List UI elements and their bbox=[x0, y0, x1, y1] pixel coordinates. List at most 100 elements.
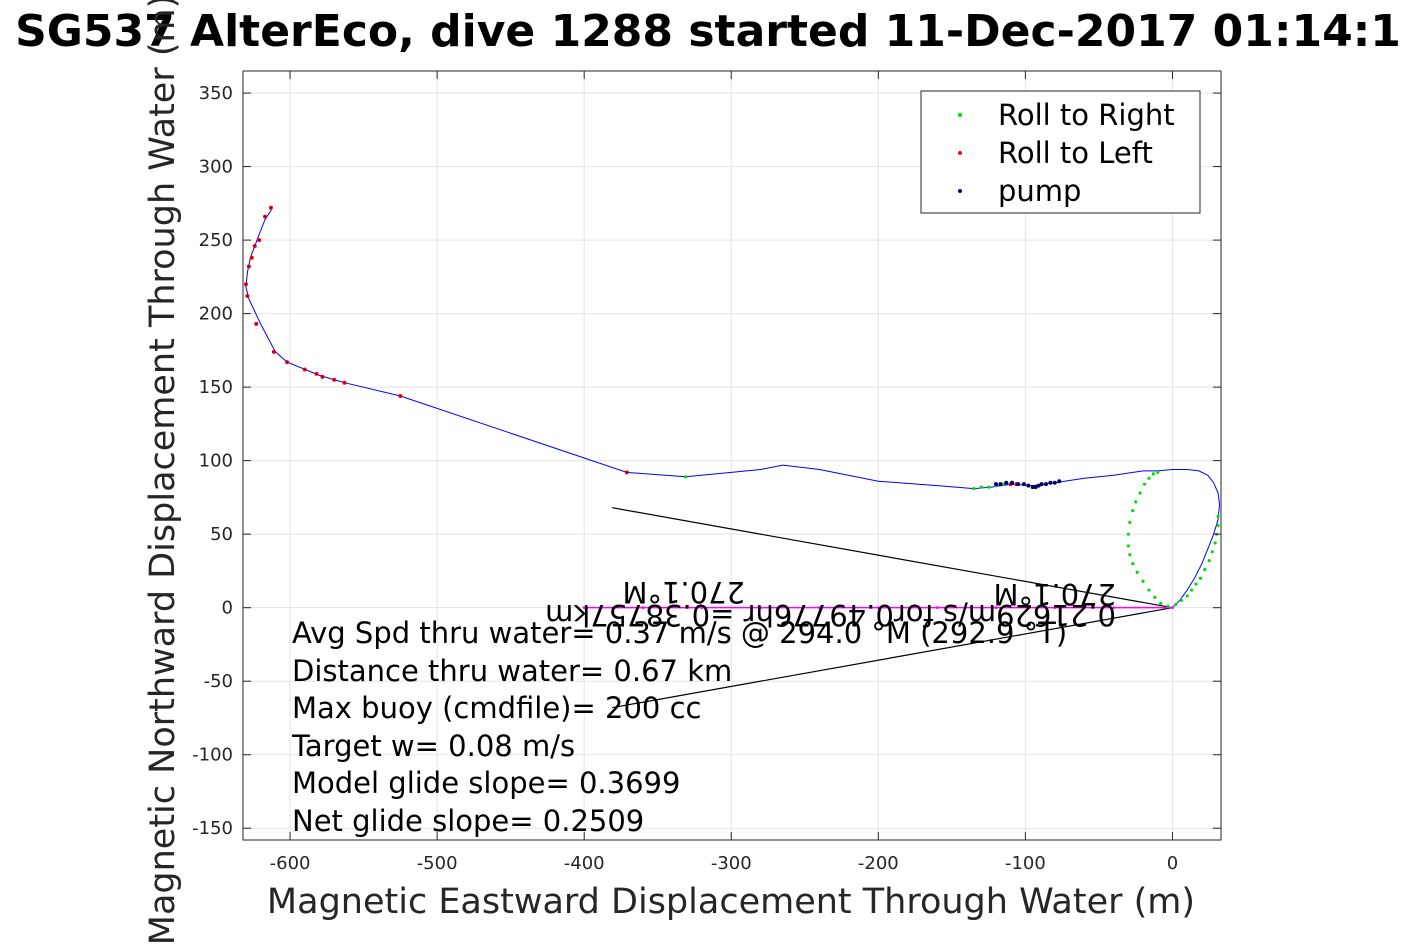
roll-right-point bbox=[1185, 594, 1189, 598]
track-line bbox=[245, 206, 1221, 609]
annotations: Avg Spd thru water= 0.37 m/s @ 294.0 °M … bbox=[291, 616, 1067, 838]
roll-left-point-core bbox=[255, 323, 258, 325]
roll-right-point bbox=[1189, 588, 1194, 592]
x-tick-label: 0 bbox=[1167, 853, 1178, 874]
roll-left-point-core bbox=[321, 375, 324, 378]
roll-right-point bbox=[1001, 482, 1005, 486]
roll-left-point-core bbox=[246, 295, 249, 297]
vector-line bbox=[612, 507, 1173, 609]
legend-marker-roll-left bbox=[958, 151, 962, 155]
y-tick-label: 200 bbox=[199, 304, 233, 325]
roll-right-point bbox=[1151, 472, 1155, 476]
y-tick-label: 250 bbox=[199, 230, 233, 251]
annotation-avg-speed: Avg Spd thru water= 0.37 m/s @ 294.0 °M … bbox=[292, 616, 1067, 650]
y-tick-label: 0 bbox=[222, 598, 233, 619]
roll-left-point-core bbox=[625, 471, 628, 474]
surface-point bbox=[1171, 606, 1174, 610]
surface-point bbox=[876, 606, 880, 610]
roll-right-point bbox=[1147, 588, 1151, 592]
roll-right-point bbox=[684, 475, 688, 479]
roll-right-point bbox=[1128, 520, 1132, 525]
pump-point bbox=[993, 482, 998, 487]
y-tick-label: 100 bbox=[199, 451, 233, 472]
roll-right-point bbox=[1153, 595, 1157, 599]
roll-right-point bbox=[1142, 482, 1147, 486]
y-tick-label: 50 bbox=[210, 524, 233, 545]
pump-point bbox=[1010, 480, 1015, 485]
marker-layer bbox=[243, 205, 1220, 610]
roll-right-point bbox=[1203, 567, 1207, 572]
roll-right-point bbox=[1216, 514, 1220, 519]
roll-left-point-core bbox=[245, 283, 247, 286]
y-tick-label: 300 bbox=[199, 157, 233, 178]
surface-point bbox=[935, 606, 939, 610]
annotation-distance: Distance thru water= 0.67 km bbox=[292, 654, 732, 688]
roll-right-point bbox=[979, 485, 983, 489]
roll-right-point bbox=[1179, 598, 1183, 602]
surface-point bbox=[1112, 606, 1116, 610]
annotation-target-w: Target w= 0.08 m/s bbox=[291, 729, 575, 763]
track-layer bbox=[245, 206, 1221, 609]
roll-left-point-core bbox=[333, 378, 336, 381]
roll-right-point bbox=[1216, 523, 1220, 527]
x-axis-label: Magnetic Eastward Displacement Through W… bbox=[267, 882, 1195, 922]
pump-point bbox=[1048, 480, 1053, 485]
mirrored-labels: 270.1°M 0.21629m/s for0.49776hr =0.38757… bbox=[545, 575, 1116, 632]
legend-marker-pump bbox=[958, 189, 962, 193]
y-axis-label: Magnetic Northward Displacement Through … bbox=[143, 0, 183, 945]
y-tick-label: 150 bbox=[199, 377, 233, 398]
roll-right-point bbox=[1131, 509, 1135, 513]
roll-left-point-core bbox=[264, 215, 266, 218]
roll-right-point bbox=[1173, 603, 1178, 607]
roll-right-point bbox=[1126, 532, 1130, 536]
roll-right-point bbox=[1198, 576, 1203, 580]
roll-left-point-core bbox=[250, 256, 253, 259]
roll-left-point-core bbox=[315, 372, 318, 375]
pump-point bbox=[1057, 479, 1062, 484]
annotation-model-glide: Model glide slope= 0.3699 bbox=[292, 766, 680, 800]
roll-right-point bbox=[1126, 544, 1130, 548]
pump-point bbox=[1021, 482, 1026, 487]
surface-point bbox=[641, 606, 645, 610]
x-tick-label: -500 bbox=[417, 853, 458, 874]
roll-right-point bbox=[1207, 559, 1211, 563]
surface-point bbox=[700, 606, 704, 610]
roll-right-point bbox=[1135, 570, 1139, 574]
roll-left-point-core bbox=[258, 239, 261, 241]
annotation-max-buoy: Max buoy (cmdfile)= 200 cc bbox=[292, 691, 701, 725]
roll-right-point bbox=[1159, 601, 1163, 605]
roll-right-point bbox=[1128, 553, 1132, 557]
vector-line bbox=[612, 607, 1173, 709]
legend-label-roll-left: Roll to Left bbox=[998, 136, 1153, 170]
roll-left-point-core bbox=[343, 381, 346, 384]
roll-left-point-core bbox=[286, 361, 289, 364]
x-tick-label: -400 bbox=[564, 853, 605, 874]
roll-right-point bbox=[1210, 550, 1214, 554]
surface-point bbox=[818, 606, 821, 610]
roll-left-point-core bbox=[247, 265, 250, 268]
surface-point bbox=[994, 606, 998, 610]
roll-right-point bbox=[1147, 476, 1151, 480]
roll-right-point bbox=[1166, 604, 1170, 608]
roll-right-point bbox=[1141, 579, 1145, 583]
roll-right-point bbox=[1213, 541, 1217, 545]
chart-title: SG537 AlterEco, dive 1288 started 11-Dec… bbox=[15, 6, 1401, 57]
mirrored-label-3: 270.1°M bbox=[993, 577, 1116, 611]
roll-right-point bbox=[1131, 561, 1135, 566]
legend: Roll to Right Roll to Left pump bbox=[920, 90, 1201, 214]
pump-point bbox=[1016, 482, 1021, 487]
roll-right-point bbox=[972, 486, 976, 491]
roll-right-point bbox=[1194, 582, 1198, 586]
roll-left-point-core bbox=[399, 395, 402, 397]
surface-point bbox=[1053, 606, 1057, 610]
pump-point bbox=[1030, 485, 1035, 490]
pump-point bbox=[1043, 482, 1048, 487]
legend-label-pump: pump bbox=[998, 174, 1081, 208]
legend-marker-roll-right bbox=[958, 113, 962, 117]
legend-label-roll-right: Roll to Right bbox=[998, 98, 1175, 132]
x-tick-label: -600 bbox=[270, 853, 311, 874]
legend-box bbox=[920, 90, 1201, 214]
roll-left-point-core bbox=[253, 245, 256, 247]
pump-point bbox=[998, 482, 1003, 487]
